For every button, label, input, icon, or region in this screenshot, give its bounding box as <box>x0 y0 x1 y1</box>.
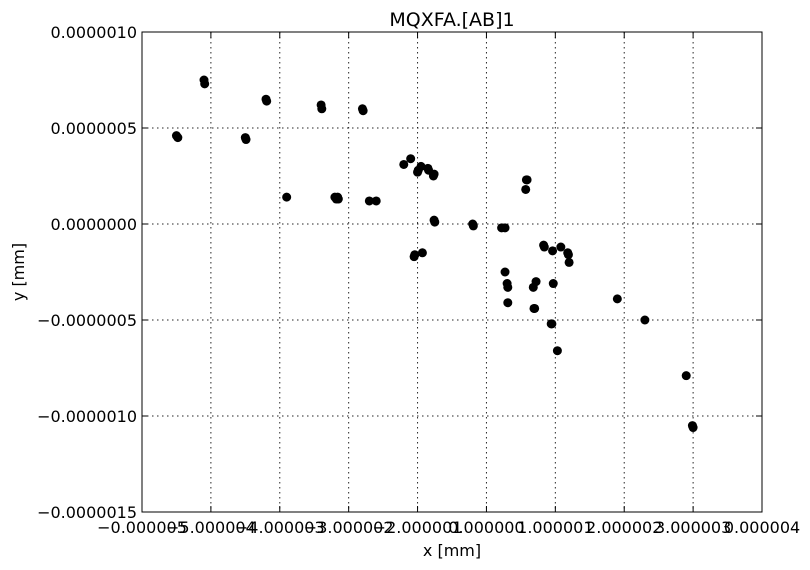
y-tick-label: 0.0000005 <box>50 119 137 138</box>
x-tick-label: −2.000001 <box>373 518 463 537</box>
data-point <box>200 79 210 89</box>
data-point <box>503 298 513 308</box>
data-point <box>364 196 374 206</box>
data-point <box>399 159 409 169</box>
x-tick-label: 0.000004 <box>724 518 800 537</box>
data-point <box>241 135 251 145</box>
data-point <box>500 223 510 233</box>
data-point <box>612 294 622 304</box>
data-point <box>500 267 510 277</box>
data-point <box>406 154 416 164</box>
x-tick-label: −5.000004 <box>166 518 256 537</box>
data-point <box>503 282 513 292</box>
data-point <box>468 221 478 231</box>
y-tick-label: 0.0000010 <box>50 23 137 42</box>
data-point <box>417 248 427 258</box>
data-point <box>640 315 650 325</box>
data-point <box>333 194 343 204</box>
data-point <box>416 161 426 171</box>
data-point <box>358 106 368 116</box>
x-tick-label: −0.000005 <box>97 518 187 537</box>
data-point <box>430 217 440 227</box>
x-tick-label: 3.000003 <box>655 518 731 537</box>
data-point <box>429 169 439 179</box>
y-tick-label: −0.0000010 <box>37 407 137 426</box>
data-point <box>539 242 549 252</box>
x-axis-label: x [mm] <box>423 541 481 560</box>
data-point <box>556 242 566 252</box>
y-axis-label: y [mm] <box>9 243 28 301</box>
data-point <box>371 196 381 206</box>
data-point <box>564 257 574 267</box>
data-point <box>522 175 532 185</box>
data-point <box>563 250 573 260</box>
labels-layer: MQXFA.[AB]1 x [mm] y [mm] <box>9 9 515 560</box>
x-tick-label: 0.000000 <box>448 518 524 537</box>
data-point <box>548 246 558 256</box>
data-point <box>547 319 557 329</box>
data-point <box>317 104 327 114</box>
data-point <box>262 96 272 106</box>
data-point <box>548 279 558 289</box>
data-point <box>688 423 698 433</box>
data-point <box>552 346 562 356</box>
data-point <box>521 184 531 194</box>
chart-title: MQXFA.[AB]1 <box>389 9 514 31</box>
grid-layer <box>142 32 762 512</box>
x-tick-label: −4.000003 <box>235 518 325 537</box>
x-tick-label: 2.000002 <box>586 518 662 537</box>
x-tick-label: 1.000001 <box>517 518 593 537</box>
data-point <box>173 133 183 143</box>
data-point <box>531 277 541 287</box>
data-point <box>530 303 540 313</box>
y-tick-label: 0.0000000 <box>50 215 137 234</box>
data-point <box>681 371 691 381</box>
data-point <box>282 192 292 202</box>
y-tick-label: −0.0000005 <box>37 311 137 330</box>
x-tick-label: −3.000002 <box>304 518 394 537</box>
y-tick-label: −0.0000015 <box>37 503 137 522</box>
points-layer <box>171 75 698 433</box>
plot-frame <box>141 31 763 513</box>
data-point <box>410 250 420 260</box>
ticks-layer: −0.000005−5.000004−4.000003−3.000002−2.0… <box>37 23 800 537</box>
